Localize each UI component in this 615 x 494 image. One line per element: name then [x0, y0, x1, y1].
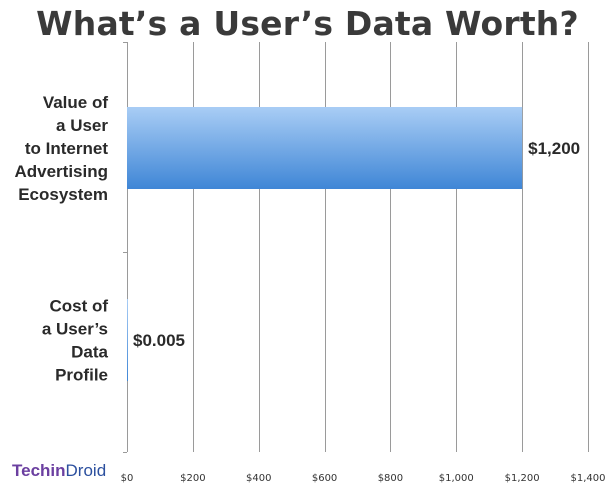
- value-labels: $1,200 $0.005: [133, 139, 580, 350]
- chart-title: What’s a User’s Data Worth?: [36, 4, 579, 43]
- logo-part-techin: Techin: [12, 461, 66, 480]
- bar-1: [127, 299, 128, 381]
- category-label-1-line-0: Cost of: [49, 297, 108, 316]
- x-tick-label-0: $0: [121, 473, 134, 484]
- category-label-0-line-0: Value of: [43, 93, 109, 112]
- value-label-1: $0.005: [133, 331, 185, 350]
- category-label-0-line-2: to Internet: [25, 139, 108, 158]
- x-tick-label-3: $600: [312, 473, 337, 484]
- category-label-1-line-1: a User’s: [42, 320, 108, 339]
- category-label-1-line-3: Profile: [55, 366, 108, 385]
- category-label-1-line-2: Data: [71, 343, 108, 362]
- category-label-0-line-4: Ecosystem: [18, 185, 108, 204]
- techindroid-logo: TechinDroid: [12, 461, 106, 481]
- x-axis-ticks: $0 $200 $400 $600 $800 $1,000 $1,200 $1,400: [121, 473, 606, 484]
- x-tick-label-1: $200: [180, 473, 205, 484]
- x-tick-label-6: $1,200: [505, 473, 540, 484]
- value-label-0: $1,200: [528, 139, 580, 158]
- x-tick-label-5: $1,000: [439, 473, 474, 484]
- x-tick-label-4: $800: [378, 473, 403, 484]
- bar-0: [127, 107, 523, 189]
- category-label-0-line-3: Advertising: [14, 162, 108, 181]
- logo-part-droid: Droid: [65, 461, 107, 480]
- x-tick-label-7: $1,400: [571, 473, 606, 484]
- category-labels: Value of a User to Internet Advertising Ecos…: [14, 93, 108, 385]
- bars: [127, 107, 523, 381]
- x-tick-label-2: $400: [246, 473, 271, 484]
- category-label-0-line-1: a User: [56, 116, 108, 135]
- grid-lines: [123, 42, 589, 453]
